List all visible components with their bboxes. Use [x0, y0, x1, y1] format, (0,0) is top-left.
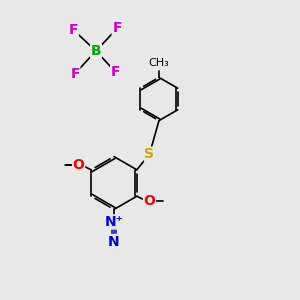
Text: O: O [73, 158, 85, 172]
Text: O: O [143, 194, 155, 208]
Text: B: B [91, 44, 101, 58]
Text: F: F [70, 67, 80, 80]
Text: F: F [112, 22, 122, 35]
Text: F: F [111, 65, 120, 79]
Text: CH₃: CH₃ [148, 58, 170, 68]
Text: N⁺: N⁺ [105, 215, 123, 229]
Text: N: N [108, 235, 120, 248]
Text: S: S [145, 147, 154, 161]
Text: F: F [69, 23, 78, 37]
